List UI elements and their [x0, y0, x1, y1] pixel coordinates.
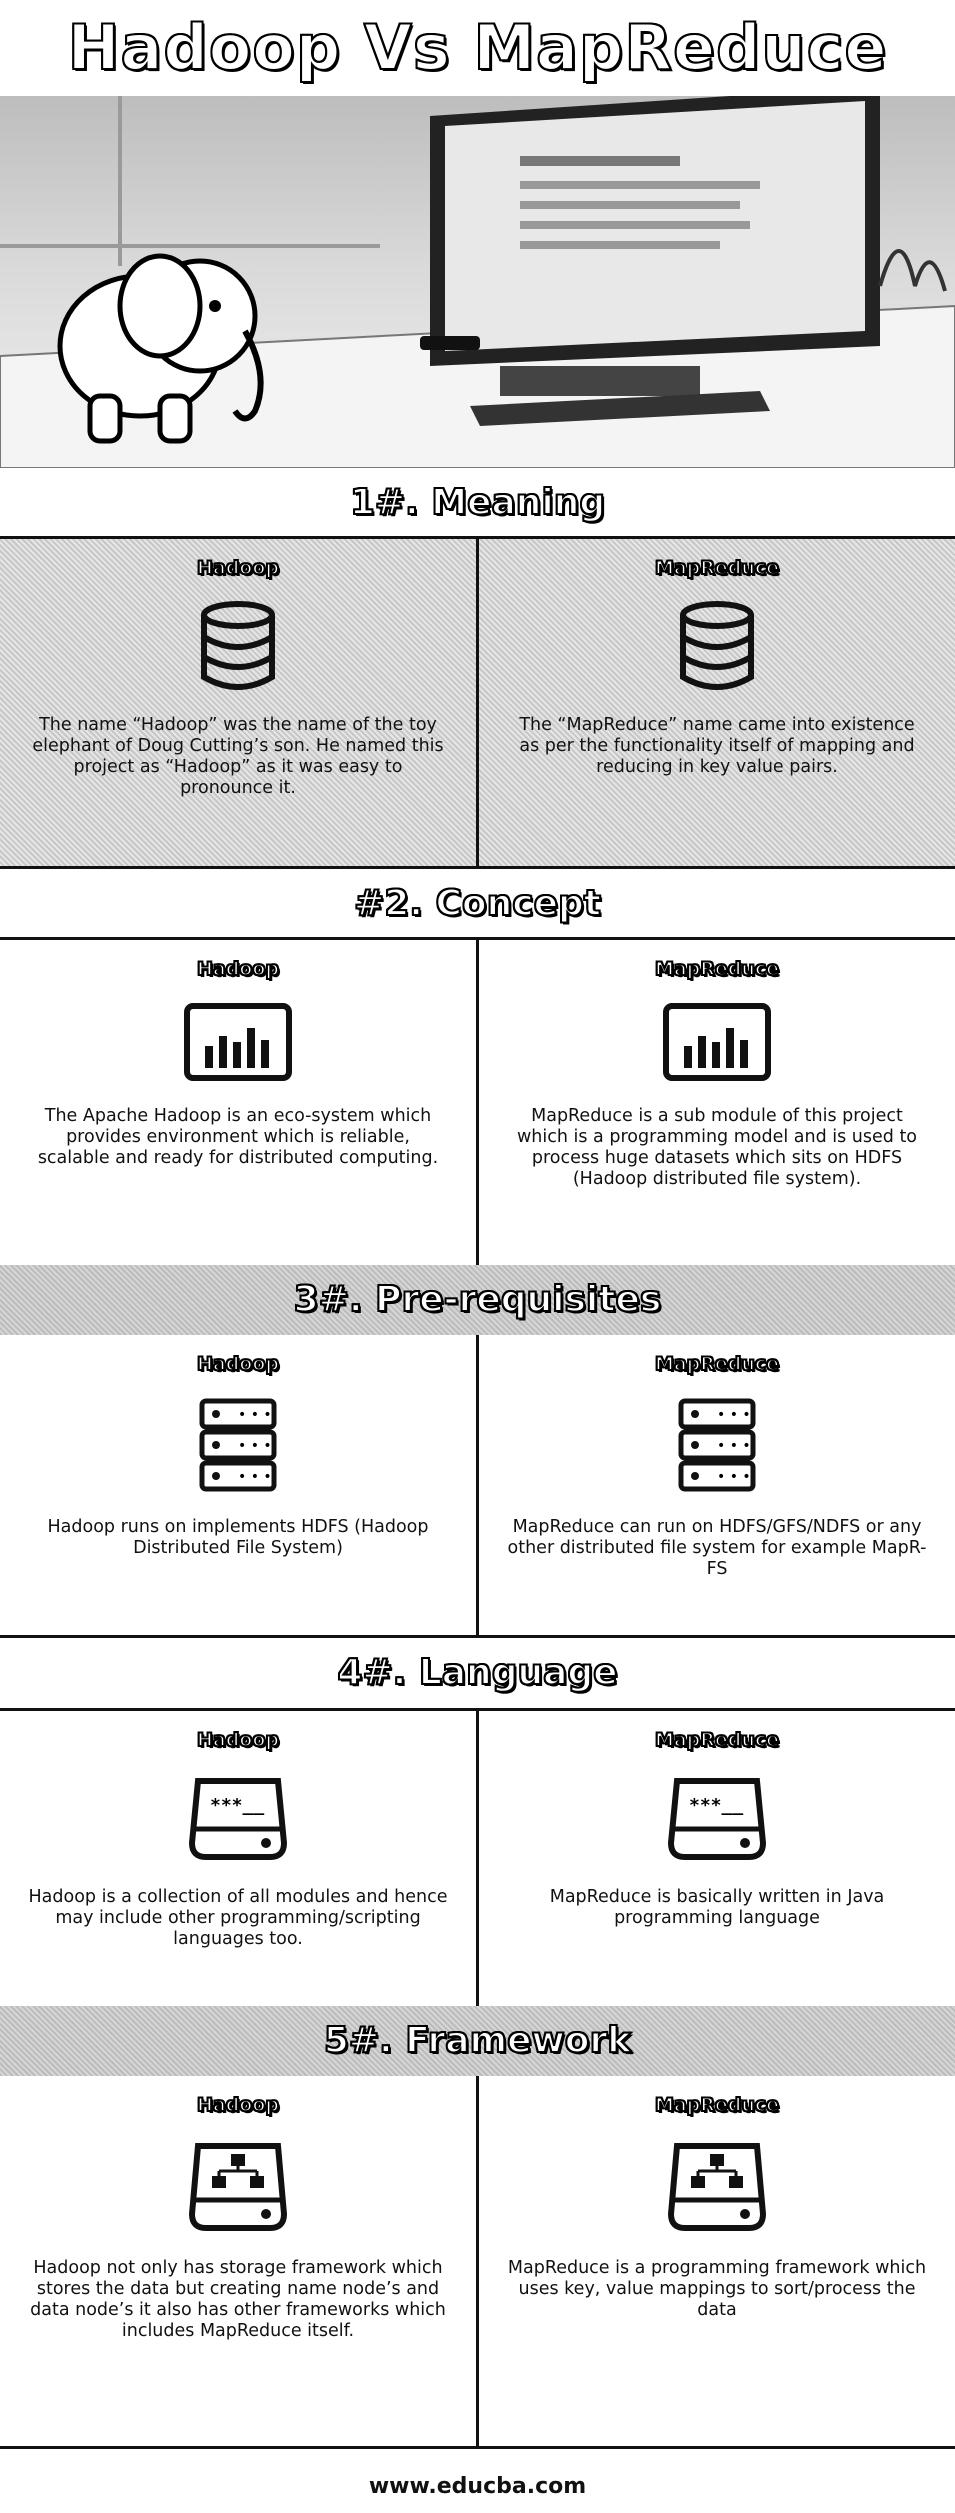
comparison-row: Hadoop The name “Hadoop” was the name of…: [0, 539, 955, 869]
password-drive-icon: ***__: [667, 1778, 767, 1860]
column-title-hadoop: Hadoop: [196, 2093, 280, 2117]
column-title-mapreduce: MapReduce: [654, 2093, 780, 2117]
description-text: MapReduce is a programming framework whi…: [507, 2258, 927, 2320]
description-text: Hadoop is a collection of all modules an…: [28, 1887, 448, 1949]
hero-illustration: [0, 96, 955, 471]
comparison-row: Hadoop The Apache Hadoop is an eco-syste…: [0, 940, 955, 1265]
section-heading: 1#. Meaning: [0, 468, 955, 538]
comparison-row: Hadoop Hadoop not only has storage frame…: [0, 2076, 955, 2446]
description-text: Hadoop runs on implements HDFS (Hadoop D…: [47, 1517, 429, 1558]
divider: [0, 2446, 955, 2449]
divider: [0, 937, 955, 940]
svg-text:• • •: • • •: [238, 1407, 272, 1423]
section-heading: 4#. Language: [0, 1638, 955, 1708]
network-drive-icon: [667, 2143, 767, 2231]
server-rack-icon: • • • • • • • • •: [678, 1398, 756, 1492]
password-drive-icon: ***__: [188, 1778, 288, 1860]
svg-text:***__: ***__: [689, 1795, 743, 1816]
bar-chart-monitor-icon: [663, 1003, 771, 1081]
column-title-mapreduce: MapReduce: [654, 957, 780, 981]
comparison-row: Hadoop • • • • • • • • • Hadoop runs on …: [0, 1335, 955, 1635]
comparison-row: Hadoop ***__ Hadoop is a collection of a…: [0, 1711, 955, 2006]
column-title-hadoop: Hadoop: [196, 556, 280, 580]
description-text: MapReduce is a sub module of this projec…: [516, 1106, 918, 1189]
description-text: The name “Hadoop” was the name of the to…: [32, 715, 444, 798]
svg-text:• • •: • • •: [238, 1438, 272, 1454]
bar-chart-monitor-icon: [184, 1003, 292, 1081]
description-text: Hadoop not only has storage framework wh…: [30, 2258, 446, 2341]
description-text: MapReduce can run on HDFS/GFS/NDFS or an…: [507, 1517, 927, 1579]
description-text: The Apache Hadoop is an eco-system which…: [37, 1106, 439, 1168]
page-title: Hadoop Vs MapReduce: [67, 10, 888, 85]
column-title-mapreduce: MapReduce: [654, 556, 780, 580]
server-rack-icon: • • • • • • • • •: [199, 1398, 277, 1492]
network-drive-icon: [188, 2143, 288, 2231]
svg-text:• • •: • • •: [717, 1469, 751, 1485]
description-text: MapReduce is basically written in Java p…: [549, 1887, 885, 1928]
column-title-mapreduce: MapReduce: [654, 1728, 780, 1752]
database-icon: [680, 601, 754, 690]
monitor-icon: [420, 96, 880, 426]
divider: [0, 1635, 955, 1638]
column-title-hadoop: Hadoop: [196, 1352, 280, 1376]
divider: [0, 866, 955, 869]
column-title-hadoop: Hadoop: [196, 1728, 280, 1752]
svg-text:• • •: • • •: [717, 1407, 751, 1423]
section-heading: 5#. Framework: [0, 2006, 955, 2076]
divider: [0, 536, 955, 539]
footer-url[interactable]: www.educba.com: [368, 2474, 587, 2499]
database-icon: [201, 601, 275, 690]
column-title-mapreduce: MapReduce: [654, 1352, 780, 1376]
svg-text:***__: ***__: [210, 1795, 264, 1816]
section-heading: #2. Concept: [0, 869, 955, 939]
svg-text:• • •: • • •: [717, 1438, 751, 1454]
column-title-hadoop: Hadoop: [196, 957, 280, 981]
section-heading: 3#. Pre-requisites: [0, 1265, 955, 1335]
svg-text:• • •: • • •: [238, 1469, 272, 1485]
divider: [0, 1708, 955, 1711]
description-text: The “MapReduce” name came into existence…: [519, 715, 915, 777]
elephant-icon: [57, 253, 264, 444]
